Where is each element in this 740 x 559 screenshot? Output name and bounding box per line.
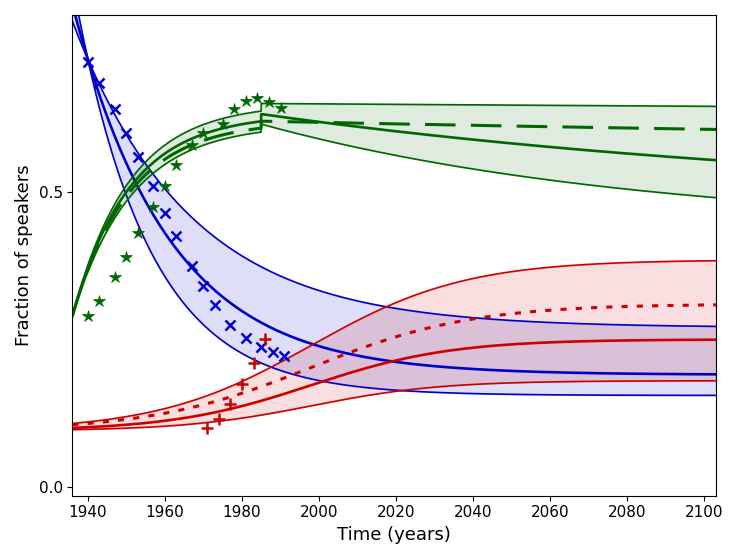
X-axis label: Time (years): Time (years)	[337, 526, 451, 544]
Y-axis label: Fraction of speakers: Fraction of speakers	[15, 164, 33, 346]
